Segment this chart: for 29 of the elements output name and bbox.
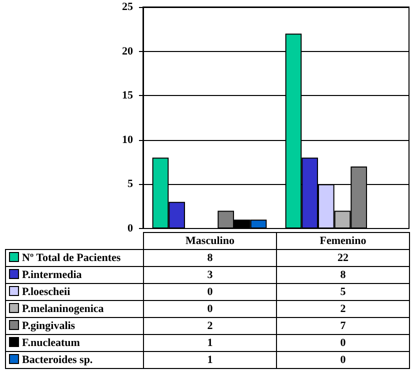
- data-label: 8: [144, 250, 276, 266]
- legend-label: P.intermedia: [6, 266, 144, 284]
- data-label: 0: [144, 300, 276, 318]
- data-label: 3: [144, 266, 276, 284]
- data-label: 0: [276, 334, 410, 352]
- x-tick-label: Masculino: [144, 232, 276, 250]
- data-label: 1: [144, 334, 276, 352]
- data-label: 7: [276, 318, 410, 334]
- legend-label: P.gingivalis: [6, 318, 144, 334]
- data-label: 8: [276, 266, 410, 284]
- data-label: 0: [276, 352, 410, 368]
- data-label: 22: [276, 250, 410, 266]
- y-tick-label: 15: [122, 90, 134, 102]
- legend-label: Bacteroides sp.: [6, 352, 144, 368]
- legend-label: Nº Total de Pacientes: [6, 250, 144, 266]
- data-label: 2: [276, 300, 410, 318]
- data-label: 1: [144, 352, 276, 368]
- y-tick-label: 5: [128, 178, 134, 190]
- y-tick-label: 10: [122, 134, 134, 146]
- data-label: 2: [144, 318, 276, 334]
- data-label: 5: [276, 284, 410, 300]
- data-label: 0: [144, 284, 276, 300]
- y-tick-label: 25: [122, 1, 134, 13]
- legend-label: F.nucleatum: [6, 334, 144, 352]
- x-tick-label: Femenino: [276, 232, 410, 250]
- y-tick-label: 0: [128, 222, 134, 234]
- legend-label: P.melaninogenica: [6, 300, 144, 318]
- y-tick-label: 20: [122, 45, 134, 58]
- legend-label: P.loescheii: [6, 284, 144, 300]
